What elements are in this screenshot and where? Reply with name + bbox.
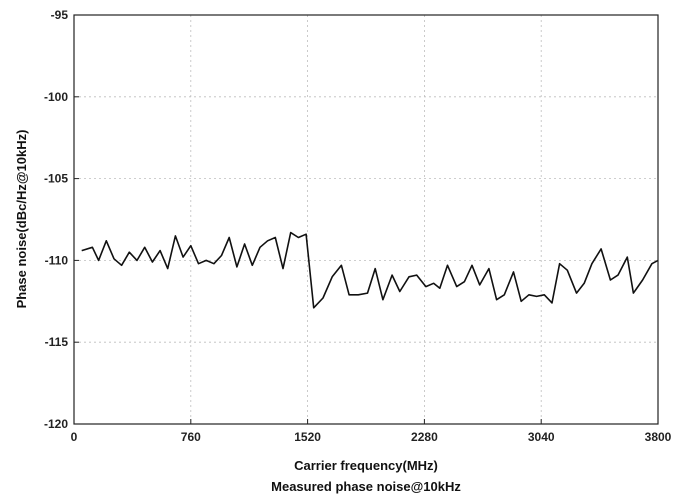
x-tick-label: 3040 [528,430,555,444]
y-axis-label: Phase noise(dBc/Hz@10kHz) [14,130,29,309]
series-group [81,231,659,309]
phase-noise-line [81,231,659,309]
plot-frame [73,14,659,425]
y-tick-labels: -120 -115 -110 -105 -100 -95 [44,8,68,431]
plot-area [74,15,658,424]
x-tick-label: 2280 [411,430,438,444]
y-tick-label: -110 [45,253,69,267]
x-tick-label: 760 [181,430,201,444]
x-tick-labels: 0 760 1520 2280 3040 3800 [71,430,672,444]
figure-caption: Measured phase noise@10kHz [271,479,461,494]
x-axis-label: Carrier frequency(MHz) [294,458,438,473]
grid-lines [73,14,659,425]
y-tick-label: -120 [44,417,68,431]
x-tick-label: 0 [71,430,78,444]
y-tick-label: -100 [44,90,68,104]
y-tick-label: -115 [45,335,69,349]
x-tick-label: 1520 [294,430,321,444]
y-tick-label: -105 [44,172,68,186]
x-tick-label: 3800 [645,430,672,444]
y-tick-label: -95 [51,8,69,22]
